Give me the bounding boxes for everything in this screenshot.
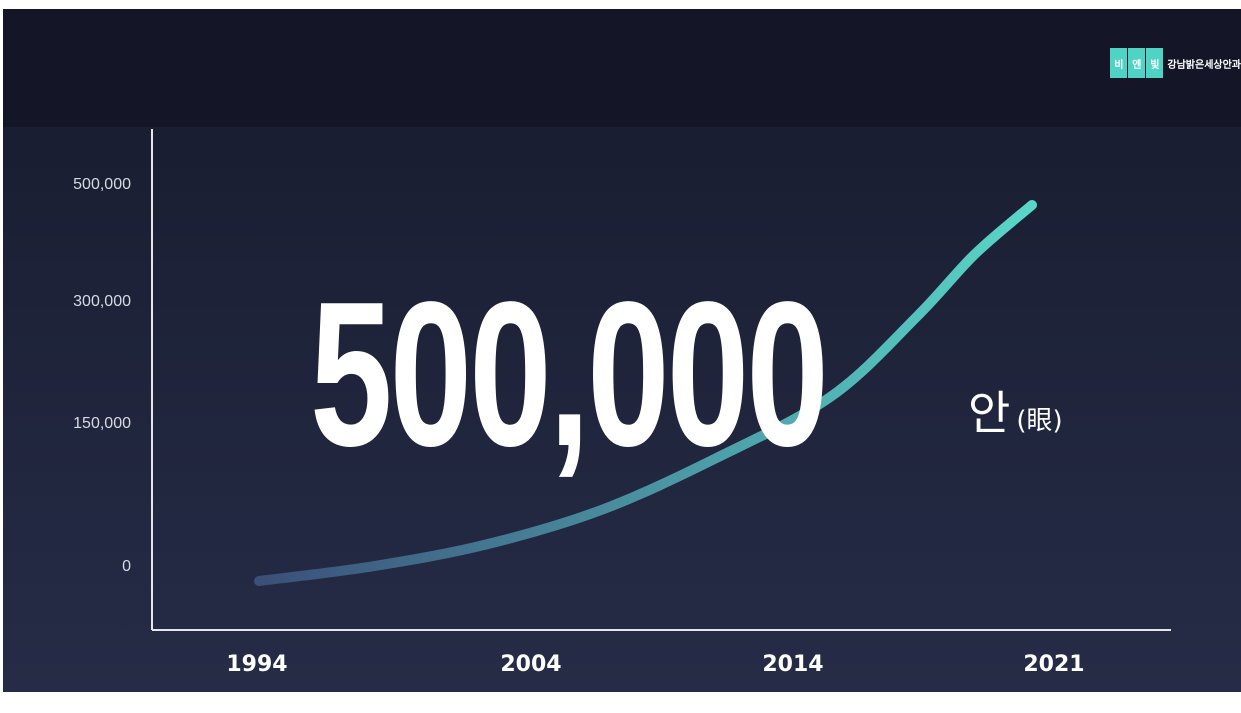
growth-curve (254, 200, 1037, 586)
brand-name: 강남밝은세상안과 (1167, 59, 1241, 71)
x-tick-label: 2004 (500, 652, 561, 677)
brand-mark-char-3: 빛 (1146, 48, 1164, 78)
y-tick-label: 500,000 (73, 176, 131, 193)
x-tick-labels: 1994 2004 2014 2021 (226, 652, 1084, 677)
headline-unit: 안 (眼) (968, 377, 1063, 443)
brand-logo: 비 엔 빛 강남밝은세상안과 (1110, 48, 1241, 78)
slide: 500,000 300,000 150,000 0 1994 2004 2014 2021 … (3, 9, 1241, 692)
y-tick-label: 300,000 (73, 293, 131, 310)
x-tick-label: 2014 (762, 652, 823, 677)
growth-chart: 500,000 300,000 150,000 0 1994 2004 2014 2021 (73, 129, 1171, 677)
brand-mark-char-2: 엔 (1128, 48, 1146, 78)
x-tick-label: 1994 (226, 652, 287, 677)
brand-mark: 비 엔 빛 (1110, 48, 1164, 78)
brand-mark-char-1: 비 (1110, 48, 1128, 78)
headline-number: 500,000 (310, 259, 829, 489)
x-tick-label: 2021 (1023, 652, 1084, 677)
unit-label: 안 (968, 386, 1011, 440)
unit-hanja-note: (眼) (1016, 406, 1063, 436)
y-tick-label: 0 (122, 558, 131, 575)
y-tick-label: 150,000 (73, 415, 131, 432)
y-tick-labels: 500,000 300,000 150,000 0 (73, 176, 131, 575)
